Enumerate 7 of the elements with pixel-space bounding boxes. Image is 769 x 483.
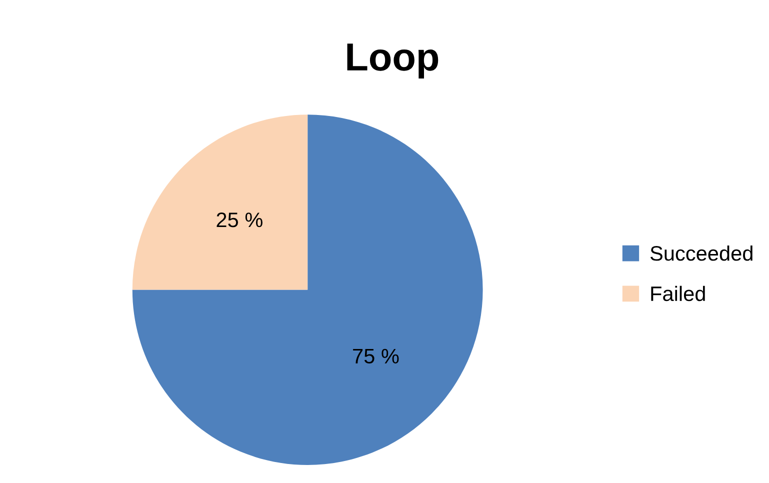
- pie-slice: [132, 114, 308, 290]
- chart-title: Loop: [347, 44, 438, 78]
- pie-slice: [132, 114, 483, 466]
- legend-label: Failed: [651, 286, 705, 302]
- data-label: 75 %: [353, 348, 399, 364]
- data-label: 25 %: [216, 212, 262, 228]
- legend-label: Succeeded: [650, 245, 752, 261]
